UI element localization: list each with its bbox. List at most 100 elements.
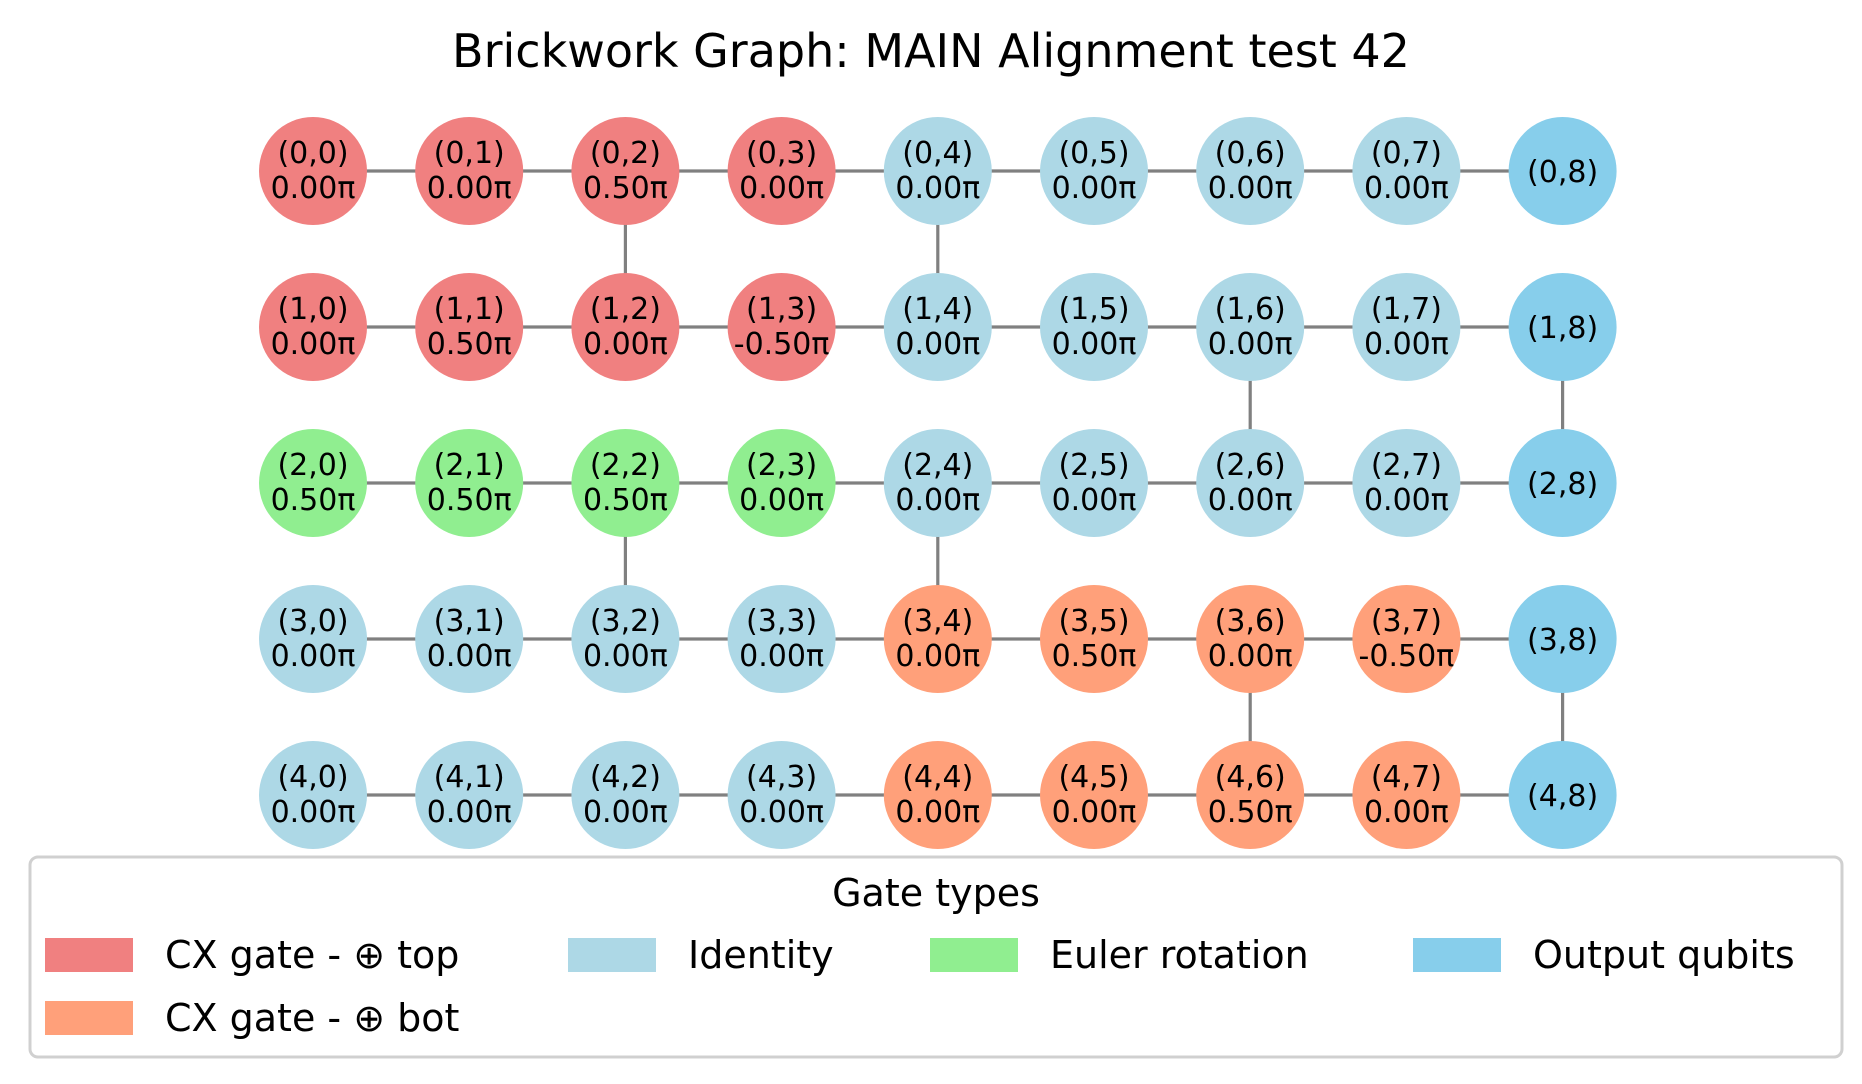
node-angle-label: 0.00π — [271, 171, 356, 206]
node-circle — [1040, 117, 1148, 225]
graph-node: (0,8) — [1508, 117, 1617, 225]
node-angle-label: 0.50π — [271, 483, 356, 518]
node-angle-label: 0.00π — [1208, 171, 1293, 206]
node-angle-label: 0.00π — [1052, 483, 1137, 518]
node-circle — [1196, 741, 1305, 849]
node-angle-label: 0.00π — [1052, 795, 1137, 830]
node-id-label: (2,2) — [590, 448, 661, 483]
legend-swatch — [1413, 938, 1501, 972]
node-id-label: (3,0) — [277, 604, 348, 639]
node-id-label: (3,1) — [434, 604, 505, 639]
node-id-label: (2,3) — [746, 448, 817, 483]
node-circle — [1352, 117, 1461, 225]
node-circle — [1196, 585, 1305, 693]
node-circle — [259, 585, 367, 693]
graph-node: (4,2)0.00π — [571, 741, 680, 849]
graph-node: (2,7)0.00π — [1352, 429, 1461, 537]
graph-node: (3,5)0.50π — [1040, 585, 1148, 693]
legend-label: Euler rotation — [1050, 933, 1309, 977]
node-angle-label: 0.00π — [739, 483, 824, 518]
node-angle-label: -0.50π — [734, 327, 830, 362]
node-angle-label: 0.00π — [271, 795, 356, 830]
node-angle-label: 0.00π — [583, 327, 668, 362]
graph-node: (3,8) — [1508, 585, 1617, 693]
graph-node: (1,4)0.00π — [883, 273, 992, 381]
node-id-label: (0,2) — [590, 136, 661, 171]
node-id-label: (3,6) — [1215, 604, 1286, 639]
node-circle — [259, 429, 367, 537]
legend-label: CX gate - ⊕ bot — [165, 996, 459, 1040]
node-angle-label: 0.00π — [427, 795, 512, 830]
node-angle-label: 0.50π — [1052, 639, 1137, 674]
node-angle-label: 0.00π — [1052, 171, 1137, 206]
node-id-label: (0,8) — [1527, 155, 1598, 190]
node-id-label: (3,4) — [902, 604, 973, 639]
node-id-label: (0,0) — [277, 136, 348, 171]
legend-items: CX gate - ⊕ top Identity Euler rotation Out… — [45, 933, 1795, 1040]
node-angle-label: 0.00π — [895, 639, 980, 674]
node-id-label: (4,0) — [277, 760, 348, 795]
legend-swatch — [930, 938, 1018, 972]
graph-node: (1,0)0.00π — [259, 273, 367, 381]
graph-node: (2,6)0.00π — [1196, 429, 1305, 537]
node-id-label: (3,8) — [1527, 623, 1598, 658]
graph-node: (3,1)0.00π — [415, 585, 524, 693]
node-id-label: (4,8) — [1527, 779, 1598, 814]
node-circle — [1040, 429, 1148, 537]
graph-node: (1,3)-0.50π — [727, 273, 836, 381]
node-circle — [883, 429, 992, 537]
node-angle-label: 0.50π — [427, 327, 512, 362]
node-angle-label: 0.50π — [427, 483, 512, 518]
node-circle — [727, 585, 836, 693]
node-angle-label: 0.00π — [427, 171, 512, 206]
node-id-label: (4,5) — [1058, 760, 1129, 795]
node-circle — [571, 117, 680, 225]
node-id-label: (1,3) — [746, 292, 817, 327]
node-angle-label: 0.00π — [895, 483, 980, 518]
node-id-label: (1,1) — [434, 292, 505, 327]
node-angle-label: 0.00π — [427, 639, 512, 674]
legend: Gate types CX gate - ⊕ top Identity Euler … — [28, 855, 1844, 1059]
node-id-label: (1,6) — [1215, 292, 1286, 327]
node-angle-label: 0.00π — [1052, 327, 1137, 362]
graph-node: (4,1)0.00π — [415, 741, 524, 849]
node-angle-label: 0.50π — [583, 171, 668, 206]
graph-node: (4,0)0.00π — [259, 741, 367, 849]
node-circle — [883, 741, 992, 849]
node-angle-label: 0.00π — [271, 639, 356, 674]
node-circle — [415, 585, 524, 693]
graph-node: (3,7)-0.50π — [1352, 585, 1461, 693]
node-circle — [415, 117, 524, 225]
node-circle — [727, 117, 836, 225]
node-id-label: (2,4) — [902, 448, 973, 483]
graph-node: (2,2)0.50π — [571, 429, 680, 537]
legend-swatch — [45, 938, 133, 972]
node-circle — [415, 429, 524, 537]
node-id-label: (3,3) — [746, 604, 817, 639]
graph-node: (4,8) — [1508, 741, 1617, 849]
graph-node: (4,5)0.00π — [1040, 741, 1148, 849]
node-circle — [727, 273, 836, 381]
node-angle-label: 0.00π — [895, 795, 980, 830]
node-id-label: (2,1) — [434, 448, 505, 483]
node-id-label: (0,3) — [746, 136, 817, 171]
node-id-label: (4,4) — [902, 760, 973, 795]
node-id-label: (4,6) — [1215, 760, 1286, 795]
node-id-label: (2,0) — [277, 448, 348, 483]
graph-node: (2,8) — [1508, 429, 1617, 537]
node-id-label: (4,2) — [590, 760, 661, 795]
node-circle — [727, 741, 836, 849]
node-angle-label: 0.00π — [1364, 171, 1449, 206]
node-circle — [1196, 273, 1305, 381]
node-id-label: (1,0) — [277, 292, 348, 327]
node-circle — [883, 117, 992, 225]
node-circle — [571, 585, 680, 693]
graph-node: (0,1)0.00π — [415, 117, 524, 225]
node-circle — [1352, 429, 1461, 537]
node-angle-label: 0.00π — [583, 795, 668, 830]
node-id-label: (4,3) — [746, 760, 817, 795]
node-circle — [415, 741, 524, 849]
node-circle — [259, 741, 367, 849]
node-angle-label: 0.00π — [583, 639, 668, 674]
